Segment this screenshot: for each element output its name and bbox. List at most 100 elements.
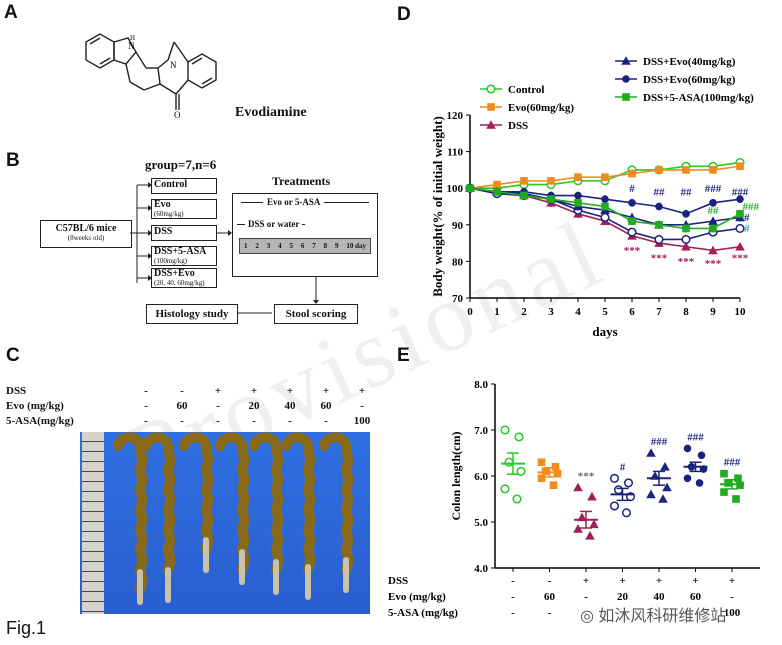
data-point bbox=[682, 224, 690, 233]
y-tick-label: 4.0 bbox=[474, 563, 488, 575]
colon-photo bbox=[80, 432, 370, 614]
colon-specimen bbox=[113, 432, 147, 595]
x-tick-label: 0 bbox=[467, 306, 473, 318]
y-tick-label: 110 bbox=[447, 147, 463, 159]
significance-label: ### bbox=[732, 187, 749, 199]
y-tick-label: 100 bbox=[447, 183, 464, 195]
compound-name: Evodiamine bbox=[235, 105, 307, 120]
colon-specimens bbox=[113, 432, 353, 605]
atom-o: O bbox=[174, 110, 181, 120]
group-evo: Evo (60mg/kg) bbox=[151, 199, 217, 219]
c-grid-cell: + bbox=[358, 385, 366, 397]
c-grid-cell: + bbox=[286, 385, 294, 397]
data-point bbox=[646, 489, 656, 499]
data-point bbox=[537, 474, 546, 483]
c-grid-cell: - bbox=[360, 400, 364, 412]
data-point bbox=[681, 241, 691, 251]
colon-specimen bbox=[179, 432, 213, 555]
colon-specimen bbox=[281, 432, 315, 575]
panel-d-label: D bbox=[397, 4, 411, 25]
legend-marker bbox=[622, 93, 630, 101]
c-grid-cell: - bbox=[180, 415, 184, 427]
data-point bbox=[735, 241, 745, 251]
data-point bbox=[573, 524, 583, 533]
significance-label: *** bbox=[624, 245, 641, 257]
c-grid-cell: + bbox=[214, 385, 222, 397]
c-grid-cell: - bbox=[144, 385, 148, 397]
c-grid-cell: 100 bbox=[353, 415, 371, 427]
c-grid-cell: 20 bbox=[248, 400, 260, 412]
data-point bbox=[655, 202, 663, 211]
legend-marker bbox=[487, 103, 495, 111]
data-point bbox=[589, 519, 599, 529]
x-tick-label: 8 bbox=[683, 306, 689, 318]
x-axis-label: days bbox=[592, 324, 617, 339]
c-grid-cell: - bbox=[288, 415, 292, 427]
wechat-icon: ◎ bbox=[580, 608, 594, 625]
evodiamine-structure: N H N O bbox=[85, 33, 217, 120]
data-point bbox=[547, 177, 555, 185]
significance-label: # bbox=[744, 223, 750, 235]
group-info: group=7,n=6 bbox=[145, 157, 217, 172]
y-tick-label: 8.0 bbox=[474, 379, 488, 391]
data-point bbox=[646, 448, 656, 457]
data-point bbox=[621, 508, 632, 518]
x-tick-label: 10 bbox=[735, 306, 747, 318]
significance-label: ### bbox=[705, 183, 722, 195]
data-point bbox=[573, 482, 583, 492]
dose-cell: 60 bbox=[690, 591, 702, 603]
legend-entry: DSS+Evo(60mg/kg) bbox=[643, 74, 736, 86]
data-point bbox=[537, 458, 546, 466]
day-timeline: 1 2 3 4 5 6 7 8 9 10 day bbox=[239, 238, 371, 254]
significance-label: ## bbox=[708, 205, 720, 217]
data-point bbox=[709, 199, 717, 207]
x-tick-label: 2 bbox=[521, 306, 527, 318]
legend-entry: DSS+Evo(40mg/kg) bbox=[643, 56, 736, 68]
c-grid-cell: 60 bbox=[320, 400, 332, 412]
dose-cell: - bbox=[548, 575, 552, 587]
dose-cell: - bbox=[511, 591, 515, 603]
y-axis-label: Body weight(% of initial weight) bbox=[430, 116, 445, 297]
treat-dss-water: DSS or water bbox=[245, 219, 303, 229]
data-point bbox=[551, 463, 560, 471]
c-grid-cell: + bbox=[322, 385, 330, 397]
colon-length-chart: 4.0 5.0 6.0 7.0 8.0 Colon length(cm) - - - - 60 - **… bbox=[388, 379, 760, 619]
legend-marker bbox=[621, 56, 631, 65]
significance-label: ## bbox=[654, 187, 666, 199]
data-point bbox=[708, 245, 718, 255]
data-point bbox=[520, 191, 528, 200]
data-point bbox=[600, 212, 610, 223]
significance-label: ### bbox=[743, 201, 760, 213]
y-tick-label: 70 bbox=[452, 293, 464, 305]
data-point bbox=[493, 180, 501, 189]
data-point bbox=[695, 479, 704, 487]
significance-label: # bbox=[629, 183, 635, 195]
data-point bbox=[601, 173, 609, 182]
atom-n2: N bbox=[170, 60, 177, 70]
data-point bbox=[724, 479, 732, 487]
x-tick-label: 6 bbox=[629, 306, 635, 318]
colon-specimen bbox=[215, 432, 249, 575]
dose-cell: 40 bbox=[654, 591, 666, 603]
mice-label: C57BL/6 mice bbox=[55, 223, 117, 234]
dose-cell: - bbox=[511, 575, 515, 587]
panel-a-label: A bbox=[4, 2, 18, 23]
data-point bbox=[520, 177, 528, 185]
data-point bbox=[623, 478, 634, 488]
data-point bbox=[547, 195, 555, 203]
dose-cell: + bbox=[619, 575, 625, 587]
group-dss-asa: DSS+5-ASA (100mg/kg) bbox=[151, 246, 217, 266]
treatments-title: Treatments bbox=[272, 174, 331, 188]
y-tick-label: 7.0 bbox=[474, 425, 488, 437]
data-point bbox=[735, 223, 745, 234]
c-grid-row: - - - - - - 100 bbox=[128, 414, 380, 429]
body-weight-chart: 70 80 90 100 110 120 0 1 2 3 4 5 6 7 8 9 10 days Body weig… bbox=[430, 56, 760, 339]
data-point bbox=[655, 221, 663, 229]
dose-cell: 100 bbox=[724, 607, 741, 619]
data-point bbox=[601, 195, 609, 203]
data-point bbox=[658, 494, 668, 503]
data-point bbox=[655, 166, 663, 174]
data-point bbox=[504, 457, 514, 467]
c-grid-row: - - + + + + + bbox=[128, 384, 380, 399]
data-point bbox=[660, 462, 670, 471]
